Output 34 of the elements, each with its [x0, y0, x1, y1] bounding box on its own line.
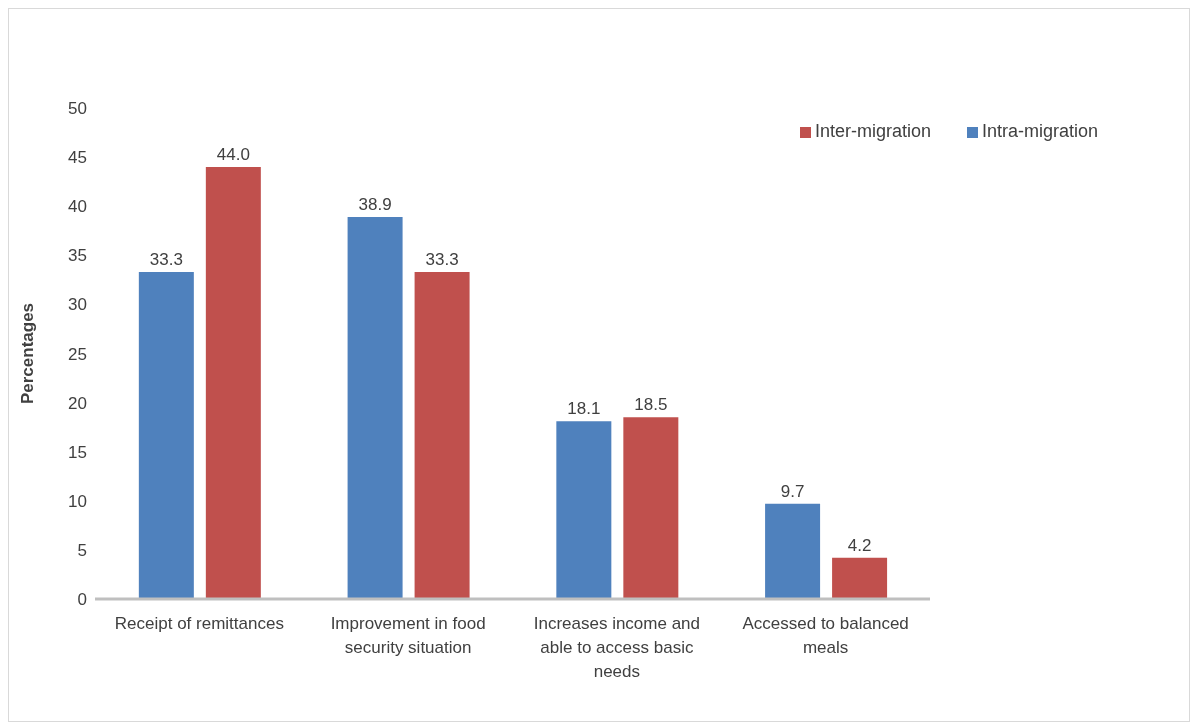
- bar: [205, 166, 261, 599]
- y-tick-label: 10: [68, 491, 87, 511]
- data-label: 4.2: [847, 535, 872, 555]
- data-label: 44.0: [216, 144, 250, 164]
- bar: [556, 421, 612, 599]
- data-label: 18.5: [634, 395, 668, 415]
- bar: [138, 271, 194, 599]
- y-axis-title: Percentages: [18, 302, 38, 405]
- legend-label: Intra-migration: [981, 121, 1098, 141]
- y-tick-label: 15: [68, 442, 87, 462]
- bar: [832, 557, 888, 599]
- data-label: 33.3: [149, 249, 183, 269]
- legend-label: Inter-migration: [814, 121, 931, 141]
- y-tick-label: 50: [68, 99, 87, 119]
- bar: [414, 271, 470, 599]
- data-label: 38.9: [358, 195, 392, 214]
- data-label: 33.3: [425, 249, 459, 269]
- data-label: 18.1: [567, 399, 601, 419]
- bar: [623, 417, 679, 599]
- x-tick-label: Increases income and able to access basic needs: [533, 614, 701, 681]
- y-tick-label: 0: [77, 590, 87, 610]
- y-tick-label: 20: [68, 393, 87, 413]
- y-tick-label: 40: [68, 197, 87, 217]
- y-tick-label: 45: [68, 148, 87, 168]
- y-tick-label: 25: [68, 344, 87, 364]
- y-tick-label: 30: [68, 295, 87, 315]
- x-tick-label: Receipt of remittances: [114, 614, 284, 633]
- x-tick-label: Improvement in food security situation: [330, 614, 486, 657]
- y-tick-label: 35: [68, 246, 87, 266]
- data-label: 9.7: [780, 481, 805, 501]
- y-tick-label: 5: [77, 540, 87, 560]
- bar: [765, 503, 821, 599]
- bar: [347, 217, 403, 599]
- x-tick-label: Accessed to balanced meals: [742, 614, 909, 657]
